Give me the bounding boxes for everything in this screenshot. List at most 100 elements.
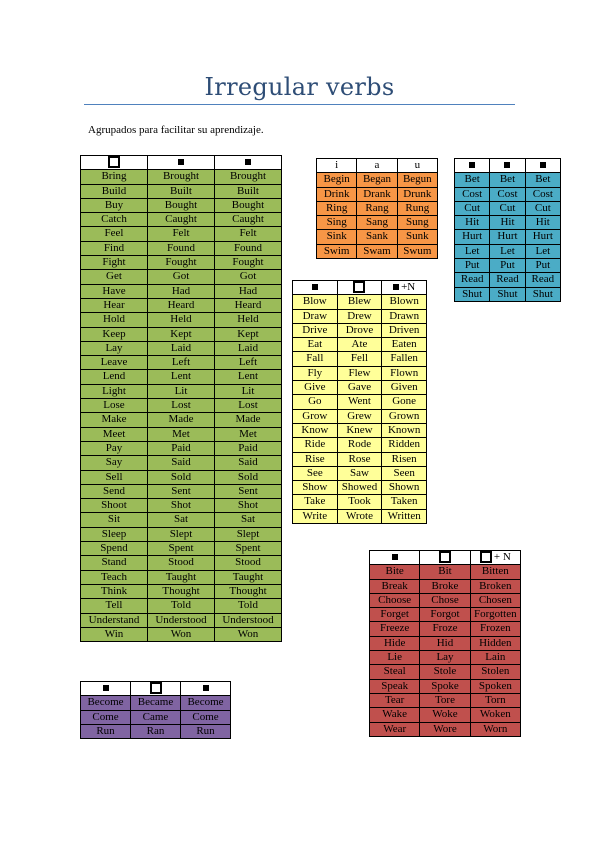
header-label: i <box>335 159 339 171</box>
table-row: Draw Drew Drawn <box>292 308 427 324</box>
verb-cell: Hurt <box>489 229 526 245</box>
verb-cell: Paid <box>214 440 282 457</box>
table-row: Let Let Let <box>453 243 562 260</box>
verb-cell: Gone <box>381 394 427 410</box>
verb-cell: Blew <box>336 294 383 310</box>
table-row: Sink Sank Sunk <box>315 229 439 245</box>
header-cell <box>292 279 338 296</box>
verb-cell: Write <box>292 508 338 525</box>
table-row: Hide Hid Hidden <box>368 635 522 652</box>
verb-cell: Cost <box>453 186 491 202</box>
table-row: Bite Bit Bitten <box>368 564 522 580</box>
verb-cell: Shown <box>381 480 427 496</box>
table-row: Lie Lay Lain <box>368 650 522 666</box>
verb-cell: Drove <box>336 322 383 339</box>
verb-cell: Take <box>292 494 338 510</box>
table-row: See Saw Seen <box>292 465 427 482</box>
table-row: Fall Fell Fallen <box>292 351 427 367</box>
verb-cell: Fall <box>292 351 338 367</box>
verb-cell: Sang <box>356 215 398 231</box>
table-row: Win Won Won <box>80 626 282 643</box>
verb-cell: Sing <box>315 215 358 231</box>
verb-cell: Break <box>368 578 421 594</box>
verb-cell: Let <box>453 243 491 260</box>
verb-cell: Won <box>214 626 282 643</box>
header-cell <box>147 154 215 171</box>
verb-cell: Taught <box>147 569 215 585</box>
verb-cell: Ridden <box>381 437 427 453</box>
verb-cell: Spoken <box>469 678 522 694</box>
verb-cell: Stand <box>80 555 148 571</box>
verb-cell: Wrote <box>336 508 383 525</box>
verb-cell: Rise <box>292 451 338 467</box>
verb-cell: Hide <box>368 635 421 652</box>
verb-cell: Found <box>147 240 215 257</box>
table-row: Speak Spoke Spoken <box>368 678 522 694</box>
verb-cell: Fought <box>147 255 215 271</box>
verb-cell: Began <box>356 172 398 188</box>
verb-table-yellow: +N Blow Blew Blown Draw Drew Drawn Drive Drove Dr… <box>292 279 427 525</box>
verb-cell: Lose <box>80 398 148 414</box>
verb-cell: Built <box>214 183 282 199</box>
table-row: Come Came Come <box>80 709 231 725</box>
table-row: Steal Stole Stolen <box>368 664 522 680</box>
verb-cell: Put <box>524 258 562 274</box>
verb-cell: Thought <box>214 583 282 600</box>
verb-cell: Build <box>80 183 148 199</box>
verb-cell: Cost <box>524 186 562 202</box>
verb-cell: Come <box>180 709 231 725</box>
verb-cell: Forget <box>368 607 421 623</box>
small-square-icon <box>469 162 476 169</box>
table-row: Sit Sat Sat <box>80 512 282 528</box>
verb-cell: Met <box>214 426 282 442</box>
table-row: Become Became Become <box>80 695 231 711</box>
table-row: Hit Hit Hit <box>453 215 562 231</box>
verb-cell: Catch <box>80 212 148 228</box>
verb-cell: Run <box>180 723 231 740</box>
table-row: Pay Paid Paid <box>80 440 282 457</box>
verb-cell: Cost <box>489 186 526 202</box>
table-row: Take Took Taken <box>292 494 427 510</box>
verb-cell: Held <box>214 312 282 328</box>
verb-cell: Ride <box>292 437 338 453</box>
table-row: Wear Wore Worn <box>368 721 522 737</box>
verb-cell: Feel <box>80 226 148 242</box>
table-row: Drive Drove Driven <box>292 322 427 339</box>
verb-cell: Read <box>489 272 526 288</box>
table-row: Write Wrote Written <box>292 508 427 525</box>
verb-cell: Laid <box>147 340 215 357</box>
verb-cell: Sold <box>214 469 282 485</box>
verb-cell: Sold <box>147 469 215 485</box>
page-title: Irregular verbs <box>204 73 395 101</box>
header-label: a <box>374 159 380 171</box>
table-row: Grow Grew Grown <box>292 408 427 424</box>
verb-table-green: Bring Brought Brought Build Built Built Buy Bou… <box>80 154 282 643</box>
table-row: Feel Felt Felt <box>80 226 282 242</box>
table-header-row <box>453 157 562 174</box>
table-row: Begin Began Begun <box>315 172 439 188</box>
table-row: Light Lit Lit <box>80 383 282 400</box>
table-row: Drink Drank Drunk <box>315 186 439 202</box>
verb-cell: Got <box>147 269 215 285</box>
table-row: Sell Sold Sold <box>80 469 282 485</box>
verb-cell: Slept <box>147 526 215 543</box>
header-cell <box>180 680 231 697</box>
table-row: Show Showed Shown <box>292 480 427 496</box>
verb-cell: Stood <box>214 555 282 571</box>
verb-cell: Win <box>80 626 148 643</box>
table-row: Lay Laid Laid <box>80 340 282 357</box>
small-square-icon <box>202 685 209 692</box>
table-row: Swim Swam Swum <box>315 243 439 260</box>
verb-cell: Paid <box>147 440 215 457</box>
verb-cell: Given <box>381 380 427 396</box>
small-square-icon <box>393 284 400 291</box>
verb-cell: Fight <box>80 255 148 271</box>
verb-cell: Let <box>489 243 526 260</box>
verb-cell: Bet <box>524 172 562 188</box>
header-cell: a <box>356 157 398 174</box>
verb-cell: Fallen <box>381 351 427 367</box>
verb-cell: Forgot <box>419 607 471 623</box>
table-row: Run Ran Run <box>80 723 231 740</box>
verb-cell: Think <box>80 583 148 600</box>
